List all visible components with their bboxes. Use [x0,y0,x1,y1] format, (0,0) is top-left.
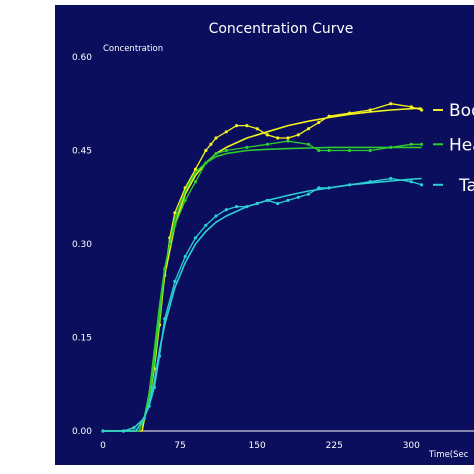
data-point [389,176,393,181]
plot-background [55,5,474,465]
data-point [327,148,331,153]
data-point [276,136,280,140]
data-point [420,183,424,187]
data-point [420,108,424,112]
data-point [286,139,290,143]
data-point [409,180,413,184]
x-tick-label: 150 [249,441,266,451]
data-point [245,124,249,128]
legend: Bod Hea Ta [433,101,474,196]
x-tick-label: 300 [403,441,420,451]
y-tick-label: 0.15 [72,334,92,344]
legend-label: Hea [449,135,474,155]
data-point [173,279,177,283]
data-point [306,142,311,146]
data-point [306,192,311,196]
y-tick-label: 0.00 [72,427,92,437]
series-line [103,177,422,432]
data-point [317,120,321,124]
y-tick-label: 0.30 [72,240,92,250]
data-point [265,142,269,146]
data-point [389,102,393,106]
x-tick-label: 75 [174,441,185,451]
data-point [420,142,424,146]
data-point [368,148,372,153]
data-point [214,136,218,140]
data-point [286,198,290,202]
y-tick-label: 0.60 [72,53,92,63]
data-point [193,236,198,240]
data-point [214,214,218,218]
legend-label: Ta [458,176,474,196]
data-point [132,426,136,430]
data-point [193,167,198,171]
data-point [193,180,198,184]
data-point [265,133,269,137]
data-point [183,198,187,202]
data-point [348,148,352,153]
x-tick-label: 0 [100,441,106,451]
series-line [103,146,422,432]
data-point [224,148,228,153]
y-axis-label: Concentration [103,44,163,54]
data-point [296,195,300,199]
data-point [214,152,218,156]
data-point [235,124,239,128]
x-tick-label: 225 [326,441,343,451]
data-point [209,142,213,146]
data-point [204,148,208,153]
series-line [103,140,422,432]
data-point [224,208,228,212]
data-point [306,127,311,131]
data-point [204,223,208,227]
data-point [409,105,413,109]
series-layer [101,102,424,433]
data-point [245,145,249,149]
data-point [296,133,300,137]
data-point [224,130,228,134]
data-point [409,142,413,146]
data-point [276,201,280,206]
data-point [183,254,187,259]
data-point [317,148,321,153]
data-point [235,205,239,209]
data-point [255,127,259,131]
data-point [368,108,372,112]
y-tick-label: 0.45 [72,147,92,157]
y-tick-labels: 0.00 0.15 0.30 0.45 0.60 [72,53,92,437]
data-point [173,211,177,215]
data-point [286,136,290,140]
chart-title: Concentration Curve [209,21,354,37]
x-axis-label: Time(Sec [428,450,469,460]
x-tick-labels: 0 75 150 225 300 [100,441,420,451]
legend-label: Bod [449,101,474,121]
